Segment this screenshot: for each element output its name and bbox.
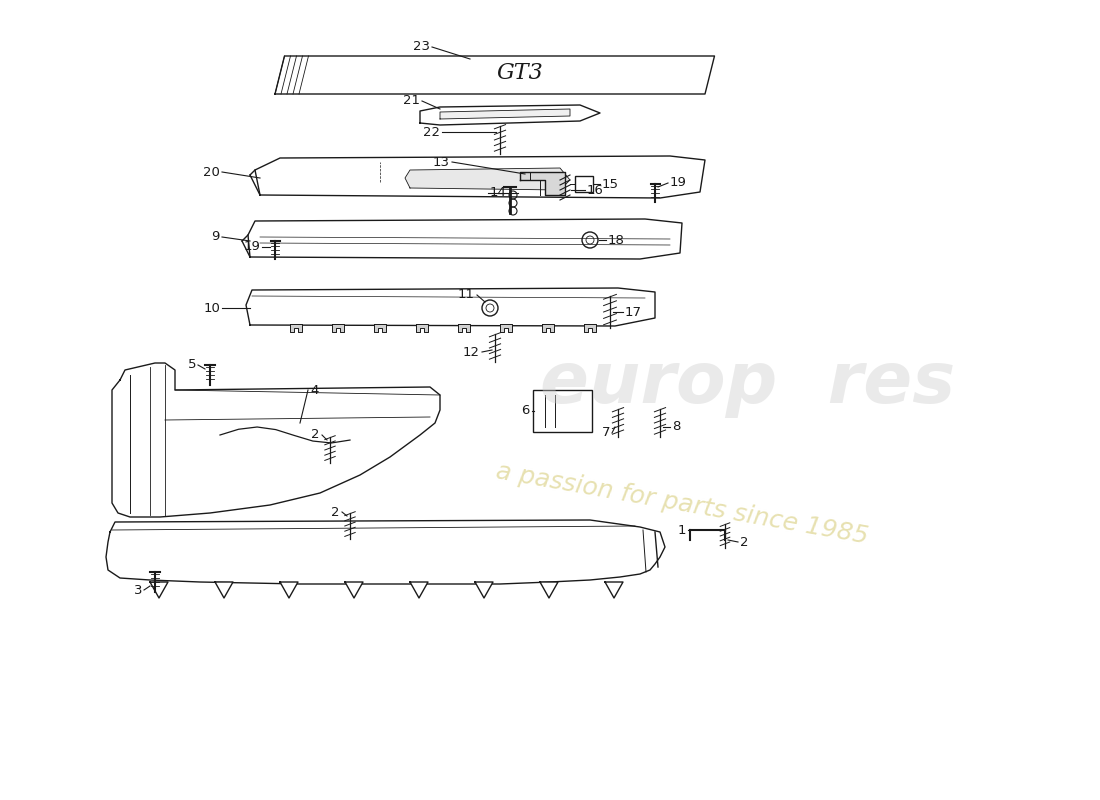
Polygon shape (345, 582, 363, 598)
Text: 18: 18 (608, 234, 625, 246)
Polygon shape (255, 156, 705, 198)
Polygon shape (584, 324, 596, 332)
Text: 19: 19 (670, 177, 686, 190)
Text: 2: 2 (740, 535, 748, 549)
Text: 12: 12 (463, 346, 480, 358)
Polygon shape (246, 288, 654, 326)
Text: 9: 9 (211, 230, 220, 243)
Polygon shape (106, 520, 666, 584)
Text: 4: 4 (310, 383, 318, 397)
Text: 15: 15 (602, 178, 619, 190)
Text: 16: 16 (587, 183, 604, 197)
Text: a passion for parts since 1985: a passion for parts since 1985 (494, 459, 870, 549)
Polygon shape (374, 324, 386, 332)
Polygon shape (150, 582, 168, 598)
Polygon shape (416, 324, 428, 332)
Text: europ  res: europ res (540, 350, 956, 418)
Text: 1: 1 (678, 523, 686, 537)
Text: 8: 8 (672, 421, 681, 434)
Text: 13: 13 (433, 155, 450, 169)
Polygon shape (420, 105, 600, 125)
Polygon shape (540, 582, 558, 598)
Text: 17: 17 (625, 306, 642, 318)
Text: GT3: GT3 (496, 62, 543, 84)
Polygon shape (475, 582, 493, 598)
Polygon shape (605, 582, 623, 598)
Text: 3: 3 (133, 583, 142, 597)
FancyBboxPatch shape (534, 390, 592, 432)
Text: 2: 2 (331, 506, 340, 518)
Bar (575, 176, 593, 192)
Text: 2: 2 (311, 429, 320, 442)
Polygon shape (275, 56, 715, 94)
Text: 6: 6 (521, 405, 530, 418)
Text: 22: 22 (424, 126, 440, 138)
Text: 5: 5 (187, 358, 196, 371)
Text: 10: 10 (204, 302, 220, 314)
Text: 23: 23 (412, 41, 430, 54)
Text: 14: 14 (490, 186, 507, 199)
Text: 11: 11 (458, 289, 475, 302)
Polygon shape (112, 363, 440, 517)
Polygon shape (332, 324, 344, 332)
Text: 7: 7 (602, 426, 610, 439)
Polygon shape (290, 324, 303, 332)
Text: 20: 20 (204, 166, 220, 178)
Polygon shape (500, 324, 512, 332)
Polygon shape (410, 582, 428, 598)
Polygon shape (405, 168, 570, 190)
Polygon shape (248, 219, 682, 259)
Polygon shape (520, 172, 565, 195)
Polygon shape (280, 582, 298, 598)
Text: 21: 21 (403, 94, 420, 107)
Polygon shape (214, 582, 233, 598)
Polygon shape (458, 324, 470, 332)
Polygon shape (440, 109, 570, 119)
Polygon shape (542, 324, 554, 332)
Text: 19: 19 (243, 241, 260, 254)
